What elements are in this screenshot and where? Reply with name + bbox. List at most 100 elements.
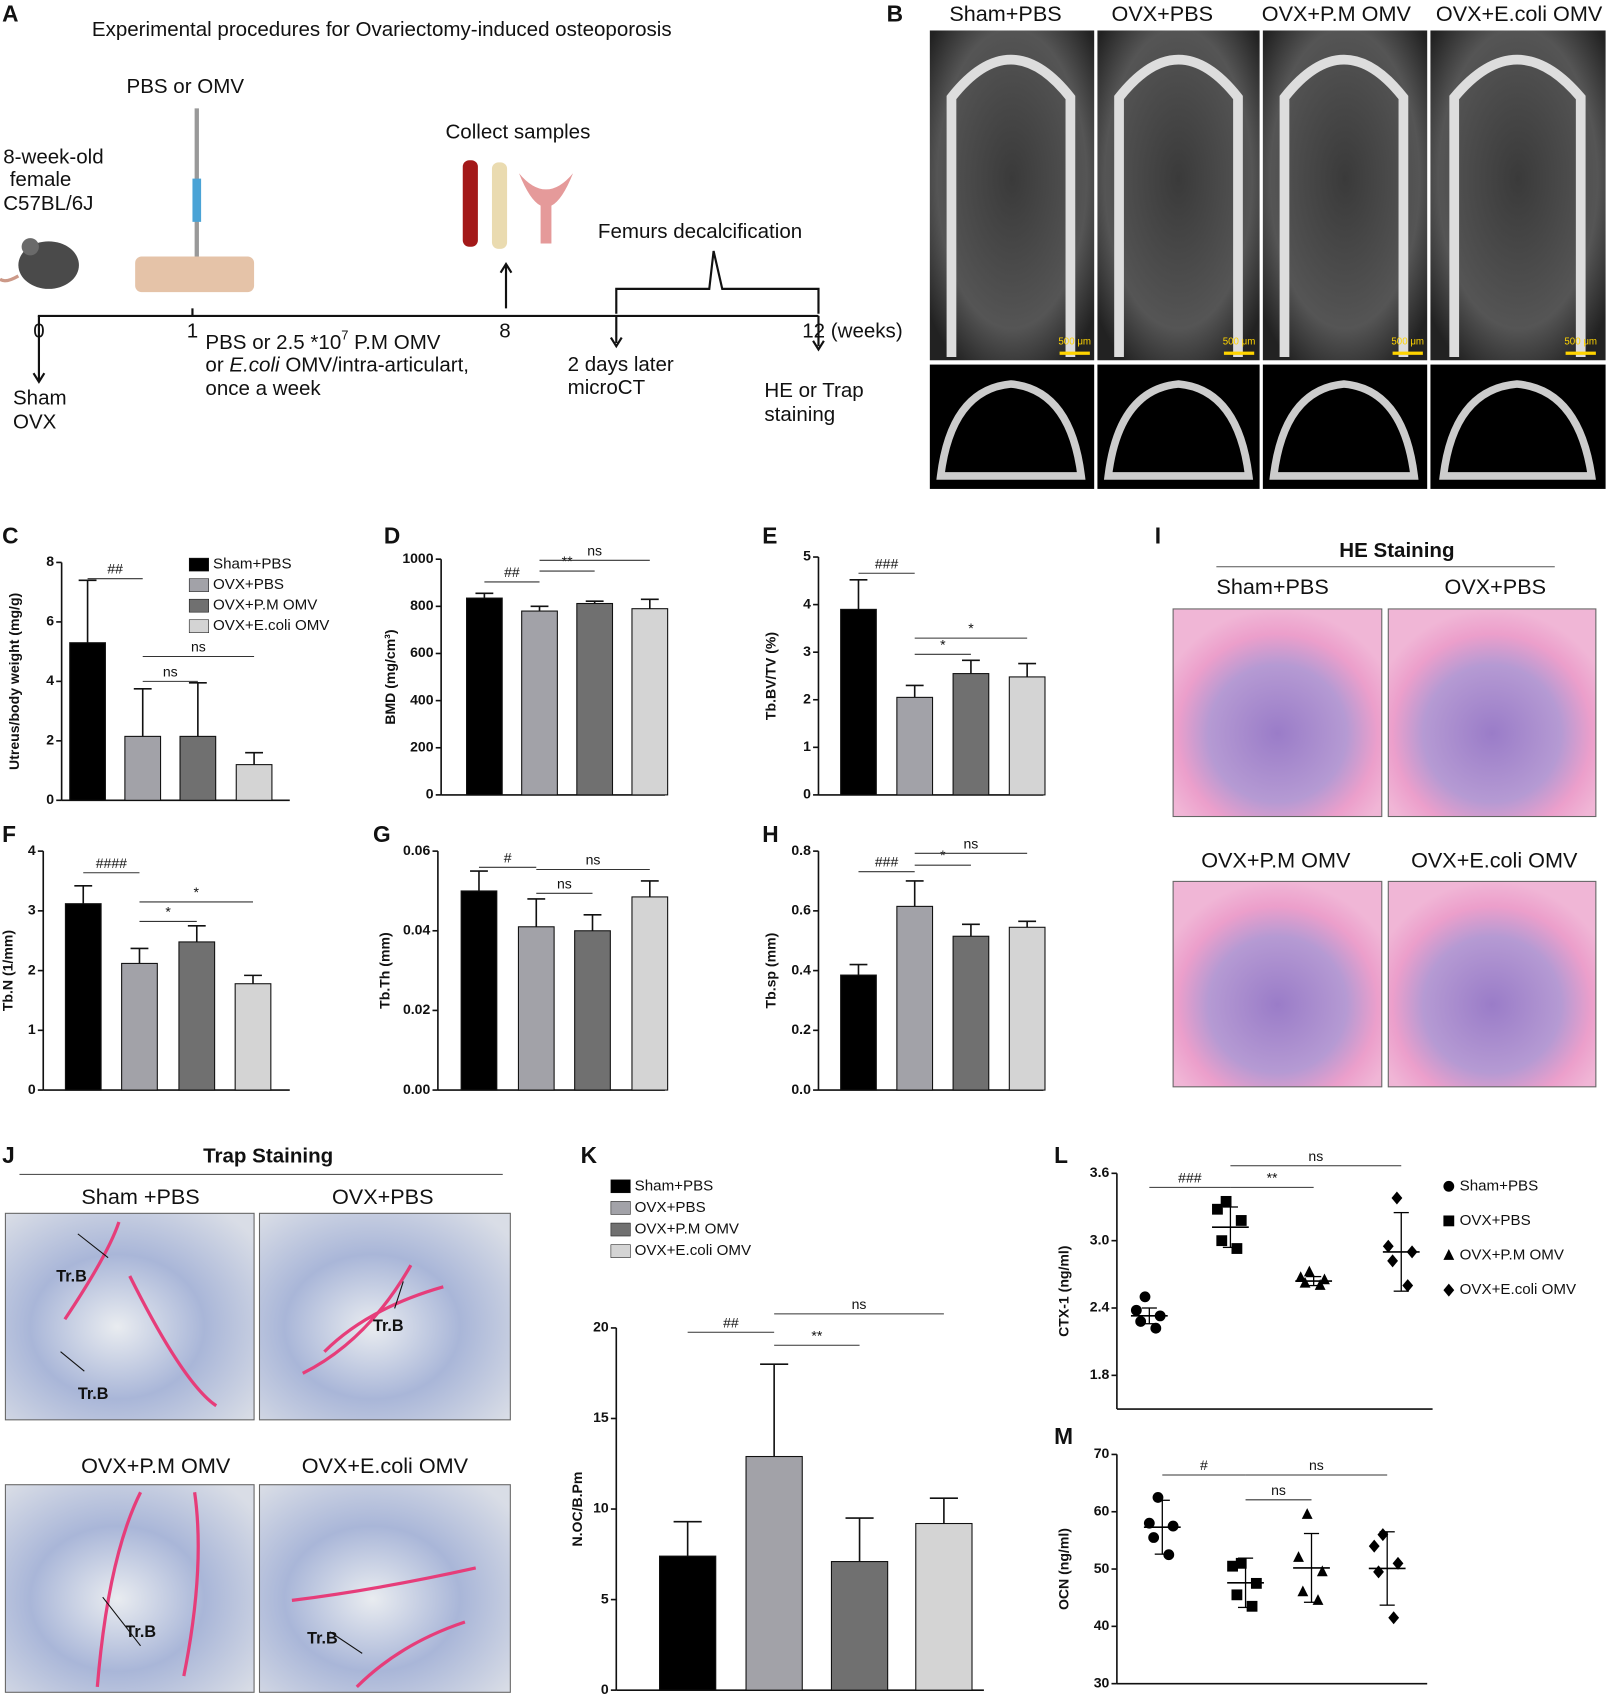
significance-label: ns: [1271, 1482, 1286, 1498]
y-tick-label: 0.04: [403, 921, 431, 937]
y-tick-label: 0: [46, 791, 54, 807]
panel-letter: M: [1054, 1423, 1073, 1449]
y-tick-label: 50: [1094, 1560, 1110, 1576]
label: Femurs decalcification: [598, 220, 802, 243]
y-tick-label: 600: [410, 644, 434, 660]
y-tick-label: 4: [803, 595, 811, 611]
marker: [1227, 1560, 1238, 1572]
bone-outline: [946, 54, 1586, 358]
bar: [745, 1455, 803, 1691]
marker: [1220, 1195, 1232, 1207]
label: Sham: [13, 387, 67, 410]
y-tick-label: 2: [46, 732, 54, 748]
significance-label: **: [562, 553, 573, 569]
y-axis-label: Tb.sp (mm): [763, 933, 779, 1009]
bar: [69, 642, 106, 801]
y-tick-label: 0: [28, 1081, 36, 1097]
marker: [1246, 1600, 1258, 1612]
marker: [1150, 1322, 1162, 1334]
bar: [178, 941, 216, 1091]
y-tick-label: 1.8: [1090, 1366, 1110, 1382]
significance-label: **: [811, 1327, 822, 1343]
marker: [1212, 1203, 1223, 1215]
he-image: [1387, 880, 1597, 1088]
scale-bar: [1223, 351, 1255, 355]
scale-label: 500 μm: [1058, 336, 1091, 347]
bar: [840, 608, 877, 796]
panel-letter: D: [384, 523, 400, 549]
panel-letter: B: [887, 0, 903, 26]
marker: [1303, 1265, 1315, 1277]
significance-label: **: [1267, 1169, 1278, 1185]
marker: [1314, 1279, 1326, 1290]
text: OMV/intra-articulart,: [280, 354, 469, 377]
marker-label: Tr.B: [56, 1267, 87, 1285]
text: PBS or 2.5 *10: [205, 331, 341, 354]
he-image: [1172, 608, 1383, 818]
significance-label: ns: [852, 1296, 867, 1312]
legend-label: OVX+E.coli OMV: [213, 617, 330, 634]
significance-label: #: [1200, 1457, 1208, 1473]
group-label: Sham+PBS: [949, 1, 1061, 26]
panel-title: Trap Staining: [203, 1145, 333, 1168]
y-tick-label: 30: [1094, 1674, 1110, 1690]
significance-label: *: [194, 884, 200, 900]
significance-label: ns: [1308, 1148, 1323, 1164]
he-image: [1172, 880, 1383, 1088]
panel-letter: H: [762, 821, 778, 847]
y-tick-label: 400: [410, 691, 434, 707]
y-tick-label: 10: [593, 1500, 609, 1516]
bar: [1008, 676, 1046, 796]
y-tick-label: 8: [46, 553, 54, 569]
y-tick-label: 4: [46, 672, 54, 688]
uterus: [518, 173, 574, 244]
label: staining: [764, 403, 835, 426]
significance-label: #: [504, 849, 512, 865]
panel-letter: J: [2, 1142, 15, 1168]
arrows: [32, 250, 825, 384]
scale-label: 500 μm: [1223, 336, 1256, 347]
legend-swatch: [610, 1201, 631, 1215]
bar: [1008, 926, 1046, 1091]
marker: [1382, 1239, 1394, 1253]
group-label: OVX+E.coli OMV: [1436, 1, 1603, 26]
significance-label: ns: [191, 639, 206, 655]
bar: [830, 1561, 889, 1691]
marker: [1297, 1585, 1309, 1597]
y-axis-label: CTX-1 (ng/ml): [1056, 1246, 1072, 1337]
y-tick-label: 0.02: [403, 1001, 431, 1017]
label: microCT: [568, 376, 646, 399]
panel-letter: C: [2, 523, 18, 549]
y-tick-label: 5: [601, 1590, 609, 1606]
significance-label: ns: [586, 852, 601, 868]
significance-label: ###: [875, 854, 899, 870]
significance-label: *: [940, 636, 946, 652]
legend-swatch: [188, 598, 209, 613]
significance-label: ns: [1309, 1457, 1324, 1473]
bar: [179, 735, 217, 801]
marker: [1231, 1243, 1243, 1254]
label: OVX: [13, 410, 57, 433]
bar: [631, 608, 669, 796]
marker: [1167, 1520, 1179, 1532]
significance-label: ns: [587, 542, 602, 558]
label: PBS or OMV: [127, 75, 245, 98]
marker: [1130, 1304, 1142, 1316]
marker: [1301, 1508, 1313, 1519]
text: P.M OMV: [348, 331, 440, 354]
legend-label: Sham+PBS: [1460, 1177, 1539, 1194]
marker: [1391, 1191, 1403, 1205]
marker: [1443, 1215, 1455, 1227]
legend-swatch: [610, 1244, 631, 1258]
marker: [1316, 1565, 1328, 1577]
label: C57BL/6J: [3, 192, 93, 215]
blood-tube: [462, 160, 478, 247]
y-tick-label: 3.6: [1090, 1164, 1110, 1180]
y-tick-label: 1: [28, 1021, 36, 1037]
marker: [1135, 1316, 1147, 1327]
y-tick-label: 40: [1094, 1617, 1110, 1633]
bar: [896, 696, 934, 796]
marker: [1368, 1539, 1380, 1553]
y-tick-label: 2.4: [1090, 1299, 1110, 1315]
legend-label: OVX+P.M OMV: [1460, 1246, 1565, 1263]
